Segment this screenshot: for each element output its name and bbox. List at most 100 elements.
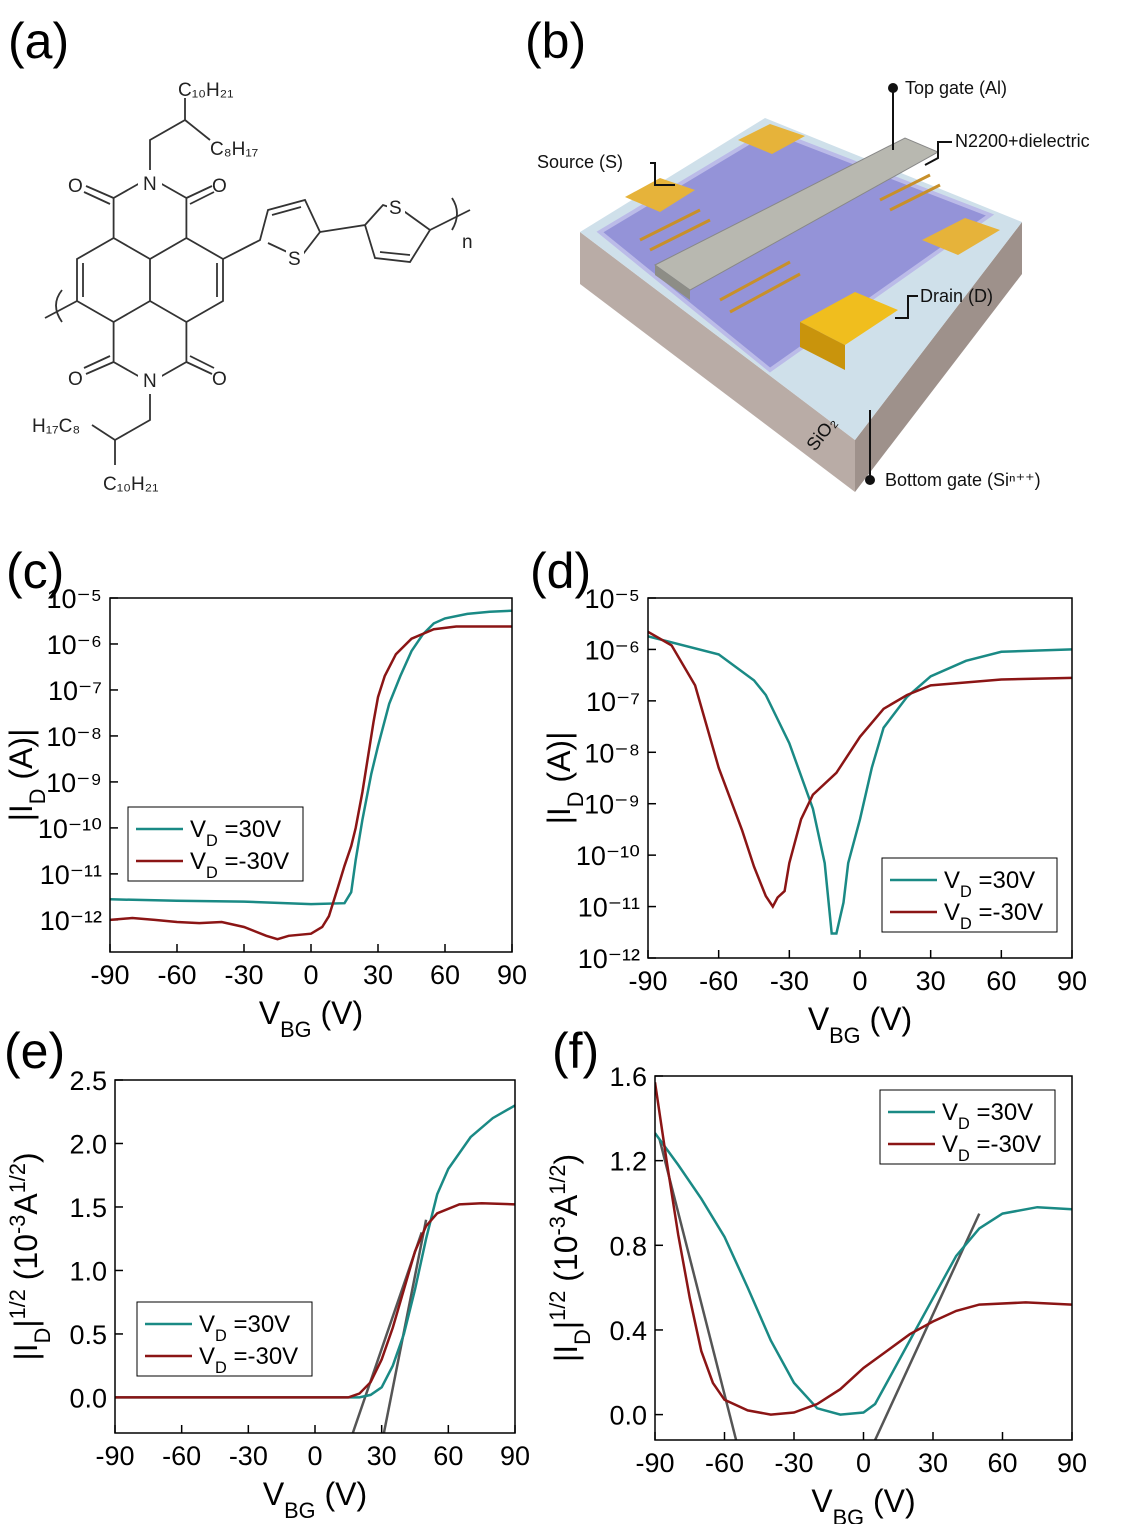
label-part: =-30V (970, 1131, 1041, 1158)
x-tick-label: 90 (500, 1441, 530, 1471)
label-part: =30V (970, 1099, 1033, 1126)
bond (150, 98, 185, 172)
x-tick-label: -60 (705, 1448, 744, 1478)
label-part: D (215, 1327, 227, 1345)
x-tick-label: -30 (229, 1441, 268, 1471)
y-tick-label: 10⁻⁷ (586, 687, 640, 717)
axes-frame (110, 598, 512, 952)
label-part: V (944, 899, 960, 926)
bond (186, 362, 212, 374)
label-part: =-30V (972, 899, 1043, 926)
label-part: V (263, 1476, 285, 1512)
atom-label: O (68, 176, 83, 197)
y-tick-label: 10⁻⁹ (46, 768, 102, 798)
label-part: D (570, 1329, 595, 1345)
y-tick-label: 0.0 (609, 1401, 647, 1431)
label-part: |I (3, 804, 39, 821)
label-part: |I (8, 1343, 44, 1360)
x-tick-label: -60 (157, 960, 196, 990)
y-tick-label: 0.4 (609, 1316, 647, 1346)
panel-label: (d) (530, 543, 591, 599)
x-tick-label: 30 (916, 966, 946, 996)
label-part: |I (541, 807, 577, 824)
label-part: |I (548, 1345, 584, 1362)
label-part: 1/2 (545, 1291, 570, 1321)
label-part: V (942, 1131, 958, 1158)
label-part: D (563, 791, 588, 807)
label-part: V (190, 848, 206, 875)
series-line (110, 627, 512, 940)
panel-label: (b) (525, 13, 586, 69)
label-part: V (942, 1099, 958, 1126)
bond (86, 186, 114, 198)
label-part: (10 (548, 1235, 584, 1290)
x-tick-label: 30 (918, 1448, 948, 1478)
plot-area (115, 1105, 515, 1433)
label-part: A (548, 1194, 584, 1216)
x-tick-label: 60 (430, 960, 460, 990)
y-tick-label: 10⁻⁸ (46, 722, 102, 752)
axes-frame (115, 1080, 515, 1433)
label-part: | (8, 1319, 44, 1327)
label-part: V (190, 816, 206, 843)
x-tick-label: -60 (162, 1441, 201, 1471)
label-part: V (944, 867, 960, 894)
y-axis-label: |ID (A)| (541, 732, 588, 825)
chart: -90-60-3003060900.00.40.81.21.6VBG (V)|I… (545, 1062, 1088, 1524)
legend: VD =30VVD =-30V (128, 807, 303, 882)
y-tick-label: 0.5 (69, 1320, 107, 1350)
device-label: N2200+dielectric (955, 131, 1090, 151)
bond (430, 210, 470, 230)
bond (186, 186, 212, 198)
figure: (a) (b) (c) (d) (e) (f) (0, 0, 1126, 1524)
atom-label: O (212, 369, 227, 390)
leader-dot (865, 475, 875, 485)
x-tick-label: -90 (635, 1448, 674, 1478)
y-tick-label: 1.6 (609, 1062, 647, 1092)
chain-label: C₁₀H₂₁ (178, 80, 234, 101)
label-part: V (811, 1483, 833, 1519)
x-tick-label: 90 (1057, 966, 1087, 996)
y-axis-label: |ID (A)| (3, 729, 50, 822)
bond (45, 301, 77, 318)
label-part: (10 (8, 1234, 44, 1289)
bond (77, 238, 223, 322)
x-tick-label: 60 (987, 1448, 1017, 1478)
y-axis-label: |ID|1/2 (10-3A1/2) (5, 1152, 55, 1360)
label-part: (V) (312, 995, 364, 1031)
bond (160, 183, 186, 238)
label-part: 1/2 (5, 1163, 30, 1193)
page: {"panels": ["(a)", "(b)", "(c)", "(d)", … (0, 0, 1126, 1524)
label-part: -3 (545, 1216, 570, 1235)
x-tick-label: -30 (224, 960, 263, 990)
label-part: 1/2 (545, 1165, 570, 1195)
label-part: D (206, 864, 218, 882)
x-axis-label: VBG (V) (808, 1001, 912, 1048)
label-part: V (199, 1311, 215, 1338)
x-tick-label: -90 (90, 960, 129, 990)
bond (114, 322, 140, 377)
label-part: BG (284, 1498, 315, 1523)
bond (92, 425, 115, 440)
panel-label: (a) (8, 13, 69, 69)
label-part: =30V (227, 1311, 290, 1338)
bond (185, 120, 210, 140)
device-label: Bottom gate (Siⁿ⁺⁺) (885, 470, 1041, 490)
label-part: BG (280, 1017, 311, 1042)
label-part: D (25, 788, 50, 804)
atom-label: O (212, 176, 227, 197)
y-tick-label: 10⁻¹⁰ (576, 841, 640, 871)
label-part: =30V (218, 816, 281, 843)
plot-area (110, 611, 512, 940)
label-part: =-30V (227, 1343, 298, 1370)
atom-label: S (389, 198, 402, 219)
x-tick-label: -60 (699, 966, 738, 996)
x-tick-label: 60 (433, 1441, 463, 1471)
bond (86, 362, 114, 374)
y-tick-label: 10⁻⁸ (584, 738, 640, 768)
bracket (56, 290, 62, 322)
label-part: A (8, 1193, 44, 1215)
bond (320, 205, 430, 262)
label-part: V (259, 995, 281, 1031)
